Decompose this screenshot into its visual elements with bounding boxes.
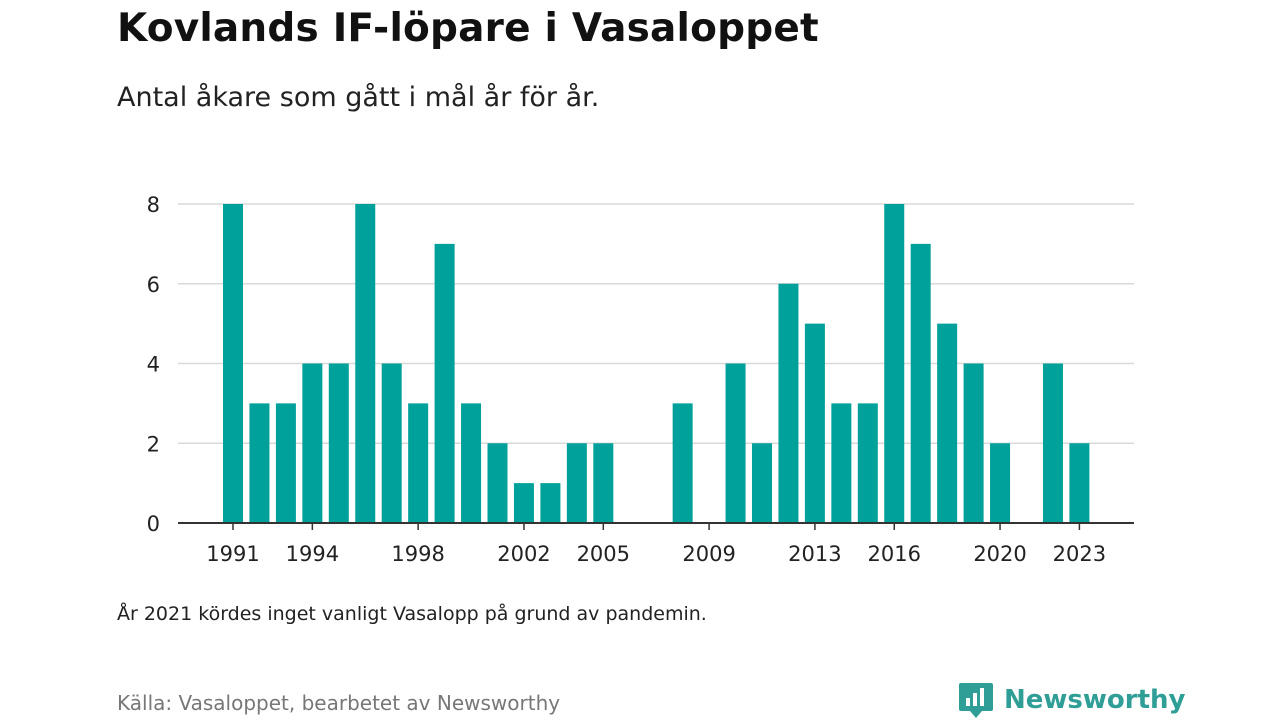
bar-chart: 0 2 4 6 8 1991 1994 1998 2002 2005 2009 2013 2016 202… <box>147 193 1134 566</box>
chart-note: År 2021 kördes inget vanligt Vasalopp på… <box>117 603 707 625</box>
bar-1994 <box>302 363 323 523</box>
bar-2001 <box>487 443 508 523</box>
bar-2000 <box>461 403 482 523</box>
bar-2022 <box>1042 363 1063 523</box>
bar-2005 <box>593 443 614 523</box>
x-tick-label: 1991 <box>206 542 259 566</box>
y-tick-label: 6 <box>147 273 160 297</box>
x-tick-label: 2016 <box>868 542 921 566</box>
bar-1991 <box>223 204 243 523</box>
x-tick-label: 1998 <box>391 542 444 566</box>
bar-1999 <box>434 243 455 523</box>
bar-1998 <box>408 403 429 523</box>
brand-name: Newsworthy <box>1004 685 1186 715</box>
axes: 0 2 4 6 8 1991 1994 1998 2002 2005 2009 2013 2016 202… <box>147 193 1134 566</box>
x-tick-label: 2009 <box>682 542 735 566</box>
newsworthy-logo-icon <box>959 683 993 718</box>
y-tick-label: 0 <box>147 512 160 536</box>
bar-2011 <box>752 443 772 523</box>
bar-2015 <box>857 403 878 523</box>
bar-2023 <box>1069 443 1090 523</box>
x-tick-label: 2023 <box>1053 542 1106 566</box>
x-tick-label: 2013 <box>788 542 841 566</box>
y-tick-label: 2 <box>147 432 160 456</box>
y-tick-label: 8 <box>147 193 160 217</box>
x-tick-label: 2020 <box>973 542 1026 566</box>
bar-2012 <box>778 283 799 523</box>
bar-1992 <box>249 403 270 523</box>
bar-1993 <box>275 403 296 523</box>
y-tick-label: 4 <box>147 353 160 377</box>
bar-2004 <box>566 443 587 523</box>
bar-2017 <box>910 243 931 523</box>
bar-1995 <box>328 363 349 523</box>
bar-2002 <box>513 483 534 523</box>
bar-2013 <box>804 323 825 523</box>
source-credit: Källa: Vasaloppet, bearbetet av Newswort… <box>117 691 561 715</box>
newsworthy-logo: Newsworthy <box>958 681 1185 719</box>
x-tick-label: 2002 <box>497 542 550 566</box>
bar-2020 <box>990 443 1011 523</box>
x-tick-label: 1994 <box>286 542 339 566</box>
chart-subtitle: Antal åkare som gått i mål år för år. <box>117 82 600 113</box>
bar-2018 <box>937 323 958 523</box>
bar-1996 <box>355 204 376 523</box>
bar-1997 <box>381 363 402 523</box>
bar-2008 <box>672 403 693 523</box>
bars <box>223 204 1090 523</box>
bar-2014 <box>831 403 852 523</box>
x-tick-label: 2005 <box>577 542 630 566</box>
bar-2019 <box>963 363 984 523</box>
bar-2003 <box>540 483 561 523</box>
bar-2016 <box>884 204 905 523</box>
bar-2010 <box>725 363 746 523</box>
chart-title: Kovlands IF-löpare i Vasaloppet <box>117 6 819 51</box>
